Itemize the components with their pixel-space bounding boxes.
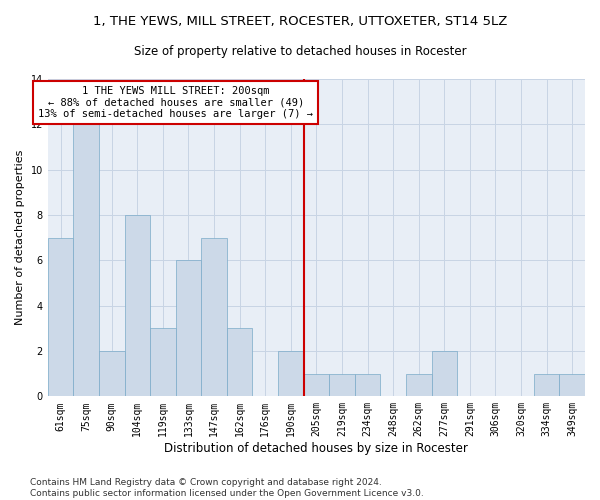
Bar xyxy=(534,374,559,396)
Y-axis label: Number of detached properties: Number of detached properties xyxy=(15,150,25,326)
Bar xyxy=(227,328,253,396)
Text: 1 THE YEWS MILL STREET: 200sqm
← 88% of detached houses are smaller (49)
13% of : 1 THE YEWS MILL STREET: 200sqm ← 88% of … xyxy=(38,86,313,119)
Text: Size of property relative to detached houses in Rocester: Size of property relative to detached ho… xyxy=(134,45,466,58)
Bar xyxy=(73,124,99,396)
X-axis label: Distribution of detached houses by size in Rocester: Distribution of detached houses by size … xyxy=(164,442,469,455)
Bar xyxy=(355,374,380,396)
Bar xyxy=(99,351,125,397)
Text: 1, THE YEWS, MILL STREET, ROCESTER, UTTOXETER, ST14 5LZ: 1, THE YEWS, MILL STREET, ROCESTER, UTTO… xyxy=(93,15,507,28)
Bar xyxy=(559,374,585,396)
Bar xyxy=(329,374,355,396)
Bar xyxy=(48,238,73,396)
Bar xyxy=(278,351,304,397)
Text: Contains HM Land Registry data © Crown copyright and database right 2024.
Contai: Contains HM Land Registry data © Crown c… xyxy=(30,478,424,498)
Bar xyxy=(150,328,176,396)
Bar xyxy=(431,351,457,397)
Bar xyxy=(201,238,227,396)
Bar xyxy=(304,374,329,396)
Bar xyxy=(406,374,431,396)
Bar xyxy=(125,215,150,396)
Bar xyxy=(176,260,201,396)
